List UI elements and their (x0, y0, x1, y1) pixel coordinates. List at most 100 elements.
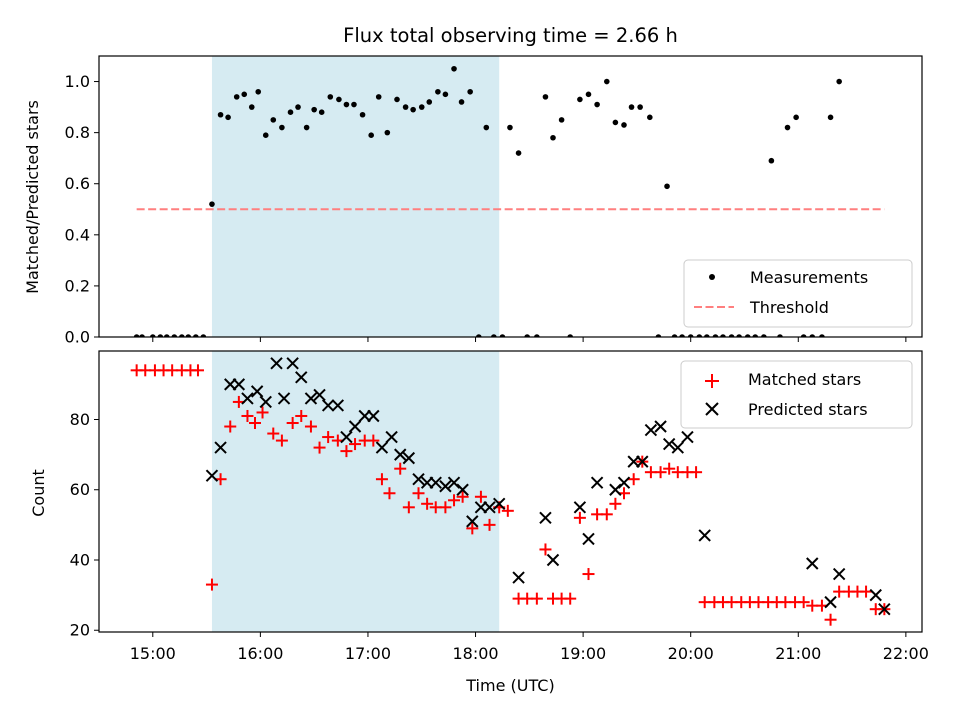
matched-star-point (600, 508, 613, 521)
matched-star-point (383, 487, 396, 500)
measurement-point (585, 91, 592, 98)
measurement-point (475, 334, 482, 337)
predicted-star-stroke-b (832, 567, 846, 581)
predicted-star-stroke-b (367, 409, 380, 423)
measurement-point (550, 134, 556, 141)
top-y-axis-label: Matched/Predicted stars (23, 100, 42, 294)
predicted-star-stroke-b (573, 501, 587, 514)
predicted-star-stroke-b (681, 430, 694, 444)
predicted-star-point (539, 511, 552, 525)
predicted-star-point (447, 476, 461, 489)
x-axis-label: Time (UTC) (465, 676, 554, 695)
legend-predicted-marker (705, 402, 719, 416)
top-plot-area: 0.0 0.2 0.4 0.6 0.8 1.0 (65, 55, 923, 347)
legend-measurements-label: Measurements (750, 268, 868, 287)
predicted-star-stroke-b (654, 420, 667, 433)
matched-star-point (191, 364, 204, 377)
measurement-point (752, 334, 759, 337)
matched-star-point (654, 466, 667, 479)
measurement-point (534, 334, 540, 337)
matched-star-point (582, 568, 595, 581)
measurement-point (784, 124, 791, 131)
measurement-point (679, 334, 685, 337)
measurement-point (359, 111, 366, 118)
x-tick-label: 16:00 (237, 644, 283, 663)
matched-star-point (256, 406, 269, 419)
predicted-star-stroke-b (348, 420, 362, 433)
measurement-point (179, 334, 185, 337)
predicted-star-stroke-b (439, 480, 452, 493)
measurement-point (696, 334, 703, 337)
x-tick-label: 17:00 (345, 644, 391, 663)
matched-star-point (267, 427, 280, 440)
matched-star-point (860, 585, 873, 598)
predicted-star-stroke-b (671, 441, 684, 454)
predicted-star-stroke-b (375, 441, 389, 454)
predicted-star-stroke-b (492, 497, 506, 511)
measurement-point (375, 94, 382, 100)
matched-star-point (205, 578, 218, 591)
bottom-data-layer (130, 357, 891, 626)
predicted-star-stroke-b (286, 357, 299, 370)
predicted-star-point (340, 430, 353, 444)
x-tick-label: 20:00 (668, 644, 714, 663)
predicted-star-point (636, 455, 649, 468)
bottom-legend-box (680, 360, 913, 429)
predicted-star-stroke-b (878, 602, 891, 616)
predicted-star-stroke-b (304, 392, 318, 405)
top-legend: Measurements Threshold (683, 259, 913, 328)
predicted-star-point (313, 388, 326, 402)
measurement-point (200, 334, 207, 337)
matched-star-point (530, 592, 543, 605)
measurement-point (836, 78, 842, 85)
measurement-point (343, 101, 350, 108)
predicted-star-stroke-b (582, 532, 595, 546)
predicted-star-point (573, 501, 587, 514)
predicted-star-stroke-b (806, 557, 819, 570)
predicted-star-stroke-b (412, 472, 425, 486)
measurement-point (410, 106, 416, 113)
matched-star-point (483, 518, 496, 531)
predicted-star-point (466, 515, 479, 528)
x-tick-label: 22:00 (883, 644, 929, 663)
matched-star-point (439, 501, 452, 514)
measurement-point (217, 111, 224, 118)
measurement-point (704, 334, 710, 337)
top-legend-box (683, 259, 913, 328)
measurement-point (491, 334, 497, 337)
measurement-point (139, 334, 145, 337)
predicted-star-stroke-b (331, 399, 345, 412)
matched-star-point (609, 497, 622, 510)
measurement-point (483, 124, 490, 131)
predicted-star-stroke-b (385, 430, 398, 444)
legend-matched-marker (705, 374, 719, 388)
measurement-point (809, 334, 816, 337)
predicted-star-point (878, 602, 891, 616)
measurement-point (336, 96, 342, 103)
top-panel: 0.0 0.2 0.4 0.6 0.8 1.0 Matched/Predicted sta… (23, 55, 923, 347)
predicted-star-point (412, 472, 425, 486)
predicted-star-point (295, 371, 308, 384)
predicted-star-stroke-b (241, 392, 254, 405)
predicted-star-point (590, 476, 604, 489)
measurement-point (241, 91, 248, 98)
measurement-point (426, 99, 433, 105)
predicted-star-stroke-b (636, 455, 649, 468)
measurement-point (193, 334, 199, 337)
bottom-shaded-region (211, 351, 500, 632)
measurement-point (761, 334, 767, 337)
predicted-star-point (662, 437, 676, 451)
predicted-star-stroke-b (232, 378, 246, 391)
measurement-point (368, 132, 374, 138)
predicted-star-stroke-b (617, 476, 631, 489)
matched-star-point (241, 409, 254, 422)
measurement-point (418, 104, 425, 110)
measurement-point (303, 124, 310, 131)
predicted-star-stroke-b (429, 476, 442, 489)
predicted-star-point (205, 469, 219, 482)
measurement-point (777, 334, 783, 337)
measurement-point (318, 109, 325, 115)
measurement-point (603, 78, 610, 85)
matched-star-point (322, 431, 335, 444)
matched-star-point (286, 417, 299, 430)
